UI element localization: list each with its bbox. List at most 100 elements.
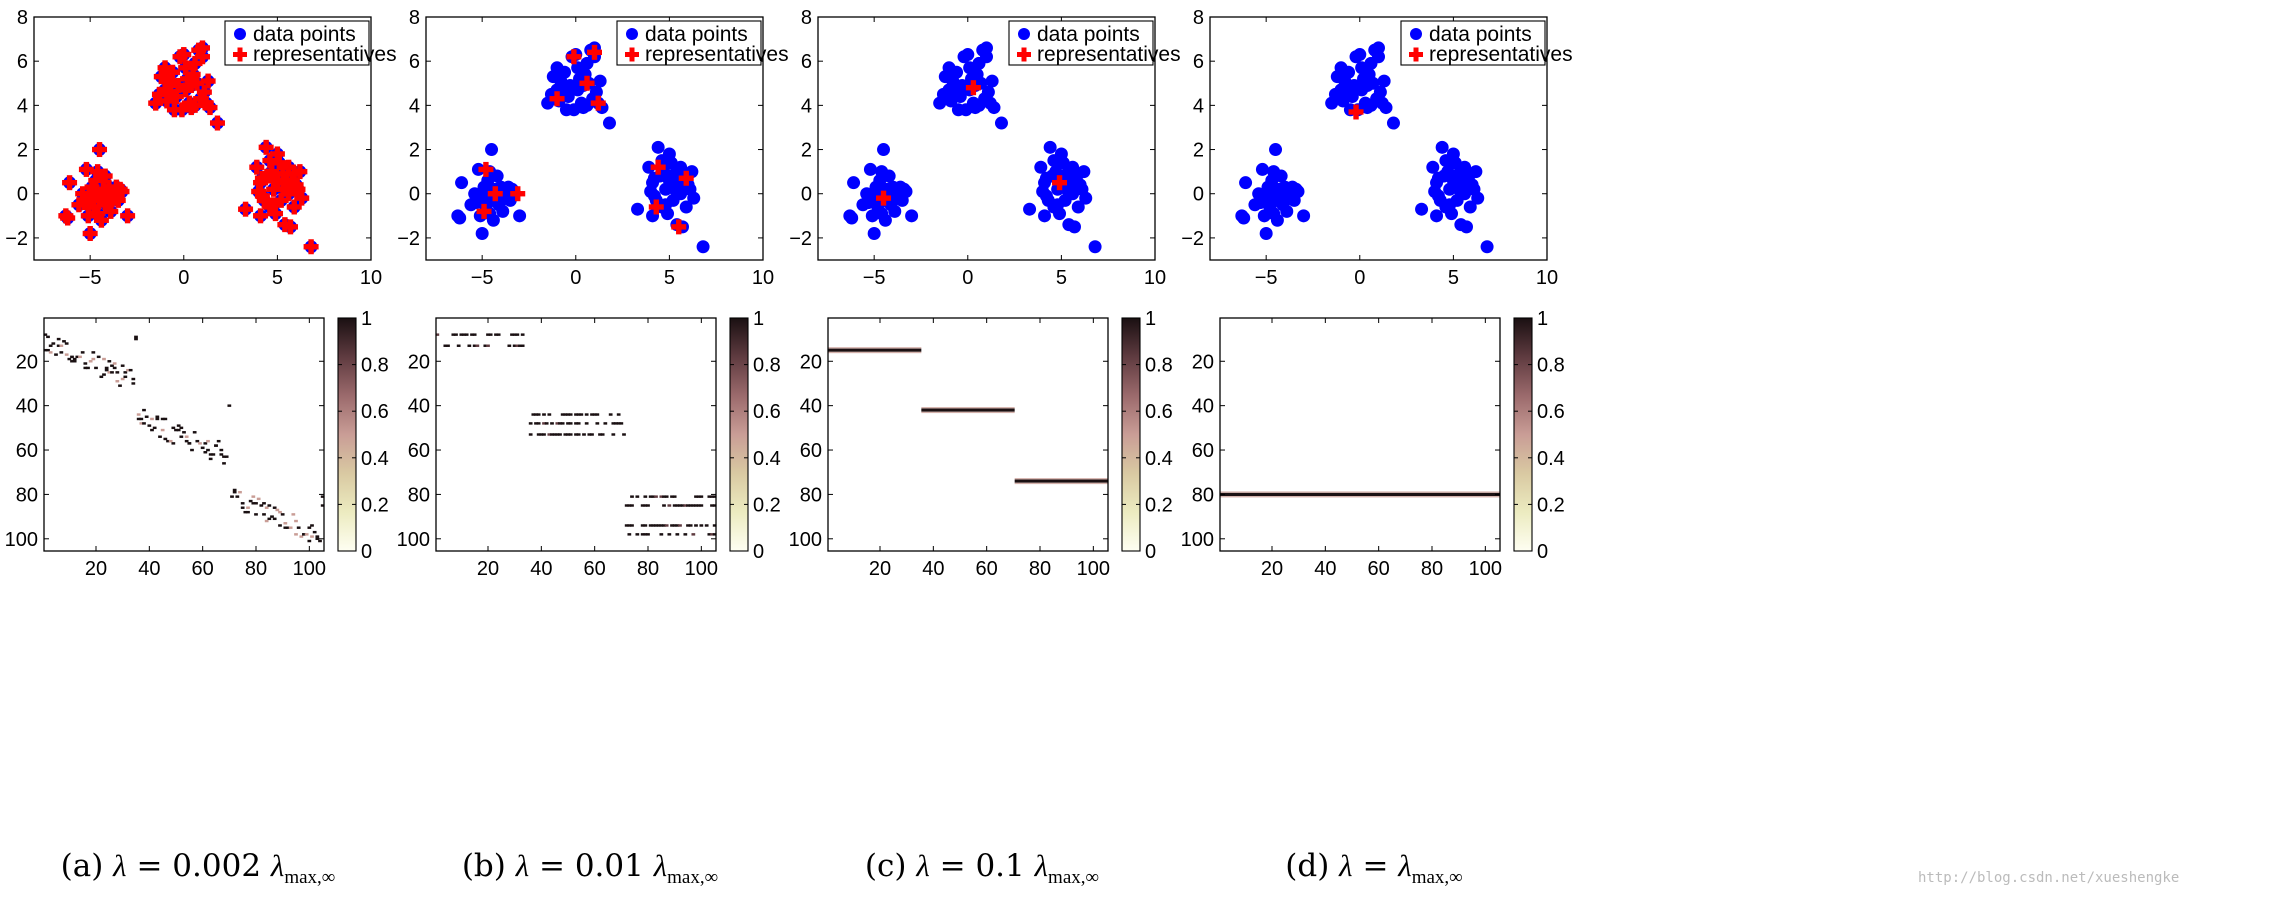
- data-point: [631, 202, 645, 216]
- heatmap-row-line-edge: [921, 411, 1015, 414]
- heatmap-cell: [443, 344, 448, 347]
- y-tick-label: 4: [1193, 95, 1204, 117]
- caption-b: (b) λ = 0.01 λmax,∞: [462, 848, 718, 888]
- heatmap-cell: [678, 504, 682, 507]
- heatmap-cell: [264, 519, 269, 523]
- colorbar: 0 0.2 0.4 0.6 0.8 1: [729, 308, 781, 563]
- data-point: [589, 85, 603, 99]
- representative-marker: [1052, 175, 1068, 191]
- heatmap-cell: [712, 504, 717, 507]
- representative-marker: [566, 49, 582, 65]
- representative-marker: [269, 146, 285, 162]
- data-point: [1435, 140, 1449, 154]
- representative-marker: [648, 199, 664, 215]
- heatmap-cell: [528, 422, 533, 425]
- data-point: [580, 56, 594, 70]
- heatmap-cell: [104, 368, 109, 372]
- heatmap-cell: [182, 431, 186, 434]
- representative-marker: [253, 175, 269, 191]
- heatmap-cell: [211, 453, 216, 456]
- x-tick-label: 10: [1536, 267, 1558, 289]
- data-point: [646, 176, 660, 190]
- heatmap-cell: [86, 366, 90, 370]
- heatmap-cell: [248, 499, 253, 503]
- heatmap-cell: [251, 495, 256, 498]
- heatmap-cell: [654, 524, 658, 527]
- heatmap-cell: [680, 504, 685, 507]
- heatmap-cell: [56, 337, 61, 341]
- heatmap-cell: [48, 351, 53, 354]
- heatmap-row-line-edge: [828, 351, 922, 354]
- heatmap-cell: [256, 497, 261, 501]
- heatmap-cell: [142, 408, 146, 412]
- heatmap-cell: [643, 533, 648, 536]
- data-point: [875, 207, 889, 221]
- heatmap-cell: [624, 504, 629, 507]
- data-point: [1452, 182, 1466, 196]
- heatmap-cell: [699, 524, 704, 527]
- heatmap-cell: [576, 413, 581, 416]
- heatmap-row-line: [1220, 492, 1500, 497]
- heatmap-cell: [216, 439, 221, 443]
- heatmap-cell: [222, 462, 226, 465]
- data-point: [867, 226, 881, 240]
- heatmap-cell: [675, 504, 680, 507]
- representative-marker: [275, 166, 291, 182]
- y-tick-label: 20: [800, 351, 822, 373]
- x-tick-label: 40: [138, 558, 160, 580]
- heatmap-cell: [70, 355, 74, 359]
- data-point: [1366, 76, 1380, 90]
- data-point: [1073, 178, 1087, 192]
- colorbar: 0 0.2 0.4 0.6 0.8 1: [1513, 308, 1565, 563]
- heatmap-cell: [230, 495, 234, 498]
- x-tick-label: 0: [570, 267, 581, 289]
- data-point: [1071, 200, 1085, 214]
- heatmap-cell: [710, 533, 714, 536]
- heatmap-cell: [614, 422, 618, 425]
- heatmap-cell: [542, 413, 546, 416]
- representative-marker: [82, 225, 98, 241]
- y-tick-label: 100: [5, 529, 38, 551]
- caption-equation: = 0.1: [930, 848, 1035, 884]
- heatmap-cell: [192, 431, 197, 434]
- data-point: [651, 140, 665, 154]
- heatmap-cell: [675, 524, 680, 527]
- heatmap-cell: [520, 333, 525, 336]
- heatmap-cell: [280, 513, 285, 516]
- heatmap-cell: [619, 422, 624, 425]
- heatmap-cell: [131, 377, 136, 381]
- representative-marker: [487, 186, 503, 202]
- data-point: [1248, 198, 1262, 212]
- heatmap-cell: [46, 348, 50, 352]
- heatmap-cell: [627, 524, 632, 527]
- caption-subscript: max,∞: [667, 867, 718, 888]
- caption-label: (b): [462, 848, 516, 884]
- heatmap-cell: [320, 504, 325, 507]
- legend-box: [1400, 20, 1546, 66]
- heatmap-cell: [552, 433, 557, 436]
- data-point: [1023, 202, 1037, 216]
- heatmap-cell: [163, 437, 168, 441]
- representative-marker: [292, 164, 308, 180]
- data-point: [1459, 220, 1473, 234]
- x-tick-label: 80: [1029, 558, 1051, 580]
- heatmap-cell: [507, 344, 512, 347]
- heatmap-cell: [142, 422, 146, 425]
- heatmap-cell: [286, 526, 290, 529]
- heatmap-cell: [550, 433, 554, 436]
- heatmap-cell: [240, 506, 245, 509]
- heatmap-cell: [534, 413, 538, 416]
- y-tick-label: 4: [801, 95, 812, 117]
- heatmap-cell: [560, 422, 565, 425]
- colorbar: 0 0.2 0.4 0.6 0.8 1: [1121, 308, 1173, 563]
- y-tick-label: 20: [1192, 351, 1214, 373]
- data-point: [696, 240, 710, 254]
- heatmap-cell: [283, 526, 288, 529]
- colorbar-tick-label: 0.8: [1145, 355, 1173, 377]
- y-tick-label: 8: [409, 7, 420, 29]
- heatmap-cell: [472, 333, 477, 336]
- watermark-text: http://blog.csdn.net/xueshengke: [1918, 870, 2179, 886]
- data-point: [576, 101, 590, 115]
- x-tick-label: 40: [922, 558, 944, 580]
